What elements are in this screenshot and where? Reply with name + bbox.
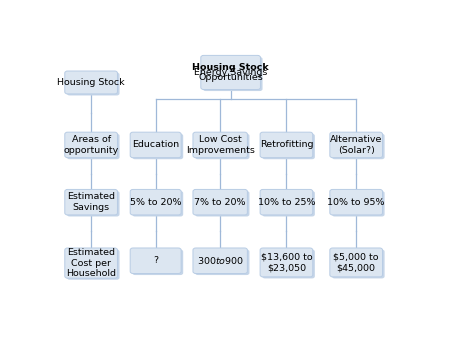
FancyBboxPatch shape [65, 71, 117, 94]
Text: 10% to 25%: 10% to 25% [258, 198, 315, 207]
FancyBboxPatch shape [132, 249, 183, 275]
FancyBboxPatch shape [203, 57, 262, 91]
Text: $13,600 to
$23,050: $13,600 to $23,050 [261, 253, 312, 272]
FancyBboxPatch shape [193, 248, 248, 273]
Text: 10% to 95%: 10% to 95% [328, 198, 385, 207]
Text: Estimated
Savings: Estimated Savings [67, 192, 115, 212]
FancyBboxPatch shape [193, 132, 248, 158]
FancyBboxPatch shape [332, 191, 385, 217]
FancyBboxPatch shape [262, 191, 315, 217]
Text: Housing Stock: Housing Stock [57, 78, 125, 87]
FancyBboxPatch shape [260, 189, 313, 215]
Text: 5% to 20%: 5% to 20% [130, 198, 181, 207]
FancyBboxPatch shape [332, 249, 385, 279]
Text: Areas of
opportunity: Areas of opportunity [63, 135, 119, 154]
FancyBboxPatch shape [262, 134, 315, 159]
Text: $5,000 to
$45,000: $5,000 to $45,000 [333, 253, 379, 272]
Text: 7% to 20%: 7% to 20% [194, 198, 246, 207]
FancyBboxPatch shape [67, 73, 120, 95]
FancyBboxPatch shape [65, 248, 117, 278]
FancyBboxPatch shape [130, 132, 181, 158]
FancyBboxPatch shape [67, 191, 120, 217]
Text: Alternative
(Solar?): Alternative (Solar?) [330, 135, 382, 154]
FancyBboxPatch shape [260, 132, 313, 158]
FancyBboxPatch shape [130, 248, 181, 273]
FancyBboxPatch shape [201, 55, 261, 90]
FancyBboxPatch shape [262, 249, 315, 279]
Text: ?: ? [153, 256, 158, 265]
Text: Opportunities: Opportunities [198, 73, 263, 82]
FancyBboxPatch shape [330, 189, 382, 215]
FancyBboxPatch shape [130, 189, 181, 215]
FancyBboxPatch shape [260, 248, 313, 277]
Text: $300 to $900: $300 to $900 [197, 255, 244, 266]
FancyBboxPatch shape [67, 249, 120, 280]
Text: Education: Education [132, 140, 179, 149]
FancyBboxPatch shape [330, 248, 382, 277]
FancyBboxPatch shape [195, 249, 249, 275]
Text: Housing Stock: Housing Stock [192, 63, 269, 72]
FancyBboxPatch shape [330, 132, 382, 158]
FancyBboxPatch shape [132, 191, 183, 217]
FancyBboxPatch shape [332, 134, 385, 159]
FancyBboxPatch shape [193, 189, 248, 215]
FancyBboxPatch shape [65, 189, 117, 215]
FancyBboxPatch shape [195, 134, 249, 159]
FancyBboxPatch shape [195, 191, 249, 217]
Text: Energy Savings: Energy Savings [194, 68, 267, 77]
Text: Low Cost
Improvements: Low Cost Improvements [186, 135, 255, 154]
FancyBboxPatch shape [67, 134, 120, 159]
Text: Retrofitting: Retrofitting [260, 140, 313, 149]
Text: Estimated
Cost per
Household: Estimated Cost per Household [66, 248, 116, 278]
FancyBboxPatch shape [65, 132, 117, 158]
FancyBboxPatch shape [132, 134, 183, 159]
